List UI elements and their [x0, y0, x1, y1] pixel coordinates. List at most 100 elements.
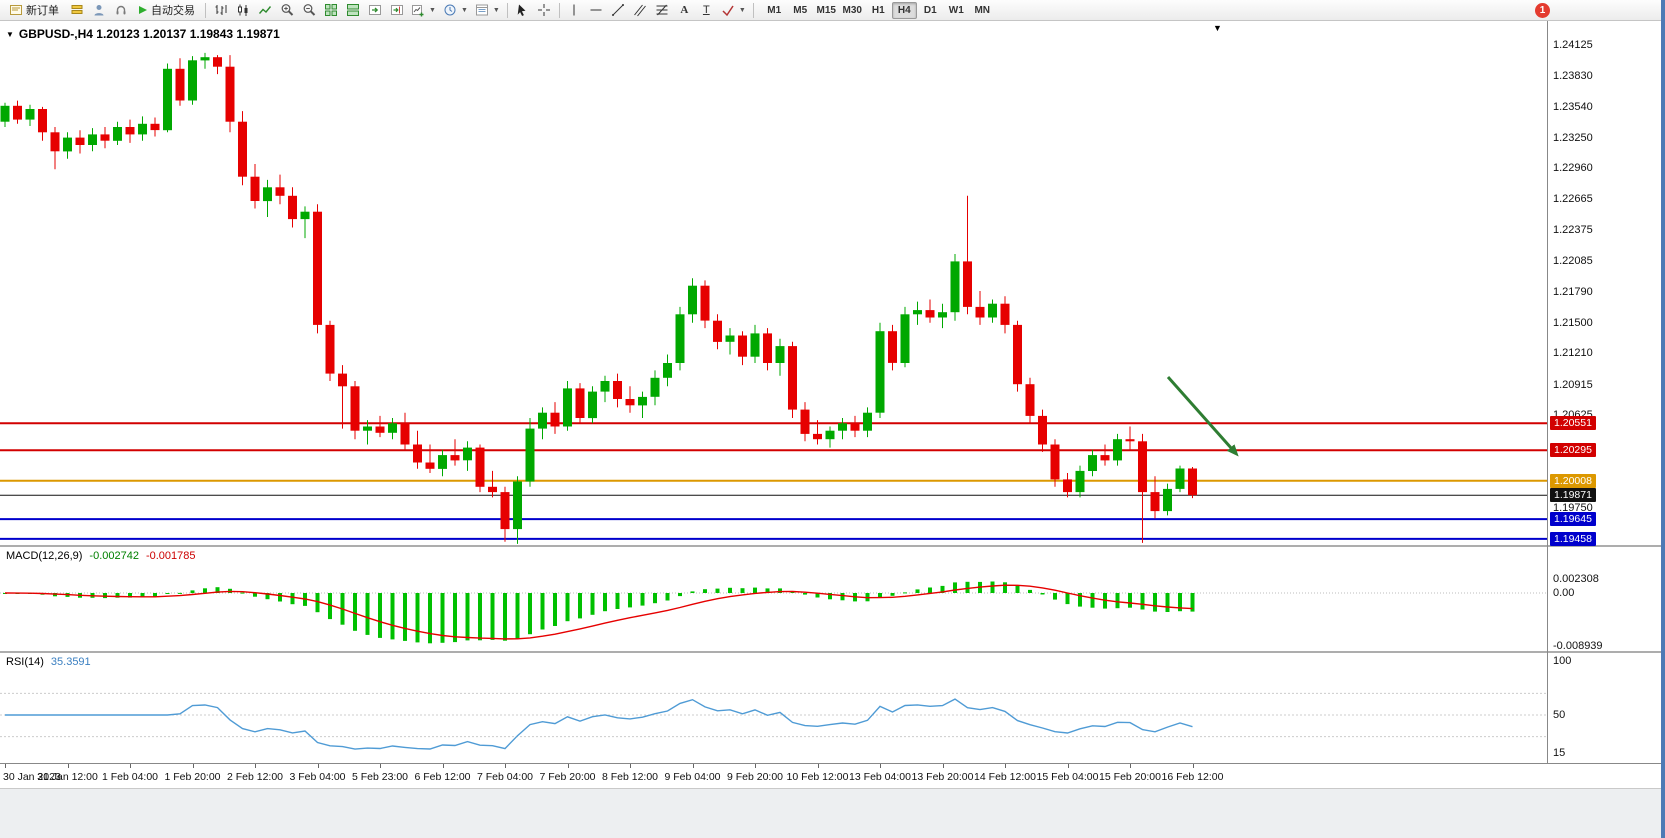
chart-shift-marker[interactable]: ▼ [1213, 23, 1222, 33]
auto-trading-button[interactable]: 自动交易 [132, 1, 201, 19]
timeframe-button-W1[interactable]: W1 [948, 4, 964, 16]
fibonacci-tool-button[interactable] [652, 1, 673, 19]
window-edge [1661, 0, 1665, 838]
price-tick-label: 1.19750 [1553, 501, 1593, 514]
panel-separator[interactable] [0, 545, 1665, 547]
auto-scroll-button[interactable] [364, 1, 385, 19]
bull-candle [650, 377, 660, 397]
timeframe-button-M1[interactable]: M1 [767, 4, 782, 16]
timeframe-button-MN[interactable]: MN [974, 4, 991, 16]
timeframe-button-H4[interactable]: H4 [891, 1, 917, 19]
time-label: 10 Feb 12:00 [786, 771, 849, 783]
bear-candle [1138, 441, 1147, 493]
zoom-in-button[interactable] [276, 1, 297, 19]
macd-panel[interactable]: MACD(12,26,9) -0.002742 -0.001785 [0, 547, 1547, 651]
macd-histogram-bar [1028, 589, 1032, 593]
macd-histogram-bar [1078, 593, 1082, 607]
bear-candle [313, 211, 322, 325]
timeframe-button-M5[interactable]: M5 [793, 4, 808, 16]
drawn-arrow-object[interactable] [1166, 376, 1239, 457]
time-label: 1 Feb 04:00 [101, 771, 159, 783]
macd-histogram-bar [940, 585, 945, 593]
macd-histogram-bar [1115, 593, 1120, 609]
candlestick-chart-button[interactable] [232, 1, 253, 19]
timeframe-button-D1[interactable]: D1 [923, 4, 937, 16]
vertical-line-tool-button[interactable] [564, 1, 585, 19]
macd-name: MACD(12,26,9) [6, 550, 83, 562]
bar-chart-button[interactable] [210, 1, 231, 19]
time-label: 13 Feb 20:00 [911, 771, 974, 783]
bull-candle [838, 423, 847, 431]
vertical-line-icon [567, 3, 581, 17]
new-order-button[interactable]: 新订单 [3, 1, 65, 19]
line-chart-button[interactable] [254, 1, 275, 19]
new-chart-button[interactable]: ▼ [408, 1, 439, 19]
rsi-value: 35.3591 [50, 656, 91, 668]
chart-context-icon[interactable]: ▼ [6, 29, 14, 39]
shapes-tool-button[interactable]: ▼ [718, 1, 749, 19]
bull-candle [875, 331, 885, 413]
channel-tool-button[interactable] [630, 1, 651, 19]
fibonacci-icon [655, 3, 669, 17]
support-button[interactable] [110, 1, 131, 19]
timeframe-button-M15[interactable]: M15 [816, 4, 836, 16]
macd-histogram-bar [1178, 593, 1182, 612]
play-icon [138, 5, 148, 15]
horizontal-line-tool-button[interactable] [586, 1, 607, 19]
rsi-axis-label: 15 [1553, 746, 1566, 759]
price-tick-label: 1.23250 [1553, 131, 1593, 144]
tile-windows-button[interactable] [320, 1, 341, 19]
trendline-tool-button[interactable] [608, 1, 629, 19]
timeframe-button-M30[interactable]: M30 [842, 4, 862, 16]
channel-icon [633, 3, 647, 17]
macd-histogram-bar [290, 593, 295, 605]
bear-candle [175, 68, 185, 101]
panel-separator[interactable] [0, 651, 1665, 653]
bull-candle [25, 109, 35, 120]
cursor-button[interactable] [512, 1, 533, 19]
bull-candle [675, 314, 685, 363]
text-tool-button[interactable]: A [674, 1, 695, 19]
bear-candle [38, 109, 47, 133]
cascade-windows-button[interactable] [342, 1, 363, 19]
main-chart-panel[interactable]: ▼ GBPUSD-,H4 1.20123 1.20137 1.19843 1.1… [0, 21, 1547, 545]
macd-histogram-bar [740, 588, 745, 593]
time-label: 9 Feb 20:00 [726, 771, 784, 783]
notification-badge[interactable]: 1 [1535, 2, 1550, 18]
macd-histogram-bar [765, 588, 770, 593]
macd-histogram-bar [903, 592, 907, 594]
bull-candle [900, 314, 910, 363]
templates-button[interactable]: ▼ [472, 1, 503, 19]
rsi-panel[interactable]: RSI(14) 35.3591 [0, 653, 1547, 763]
bear-candle [1025, 384, 1035, 416]
macd-histogram-bar [653, 593, 657, 604]
bull-candle [63, 137, 72, 152]
label-tool-button[interactable]: T [696, 1, 717, 19]
bear-candle [800, 409, 810, 434]
macd-histogram-bar [540, 593, 545, 630]
macd-histogram-bar [590, 593, 595, 615]
bear-candle [250, 176, 260, 201]
bear-candle [625, 399, 635, 406]
bull-candle [200, 57, 210, 61]
zoom-out-button[interactable] [298, 1, 319, 19]
price-tick-label: 1.22085 [1553, 254, 1593, 267]
price-tick-label: 1.24125 [1553, 39, 1593, 51]
quotes-button[interactable] [66, 1, 87, 19]
macd-histogram-bar [140, 593, 145, 597]
profile-button[interactable] [88, 1, 109, 19]
crosshair-button[interactable] [534, 1, 555, 19]
chart-shift-button[interactable] [386, 1, 407, 19]
time-tick [5, 764, 6, 768]
bull-candle [913, 310, 922, 315]
price-badge: 1.20008 [1550, 473, 1596, 488]
bear-candle [1000, 303, 1010, 325]
timeframe-button-H1[interactable]: H1 [871, 4, 885, 16]
macd-histogram-bar [278, 593, 282, 602]
profiles-button[interactable]: ▼ [440, 1, 471, 19]
price-axis[interactable]: 1.24125 1.23830 1.23540 1.23250 1.22960 1.226… [1549, 21, 1663, 546]
macd-histogram-bar [690, 591, 695, 593]
time-axis[interactable]: 30 Jan 2023 31 Jan 12:00 1 Feb 04:00 1 Feb … [0, 763, 1665, 788]
new-order-label: 新订单 [26, 5, 59, 17]
macd-histogram-bar [478, 593, 482, 641]
